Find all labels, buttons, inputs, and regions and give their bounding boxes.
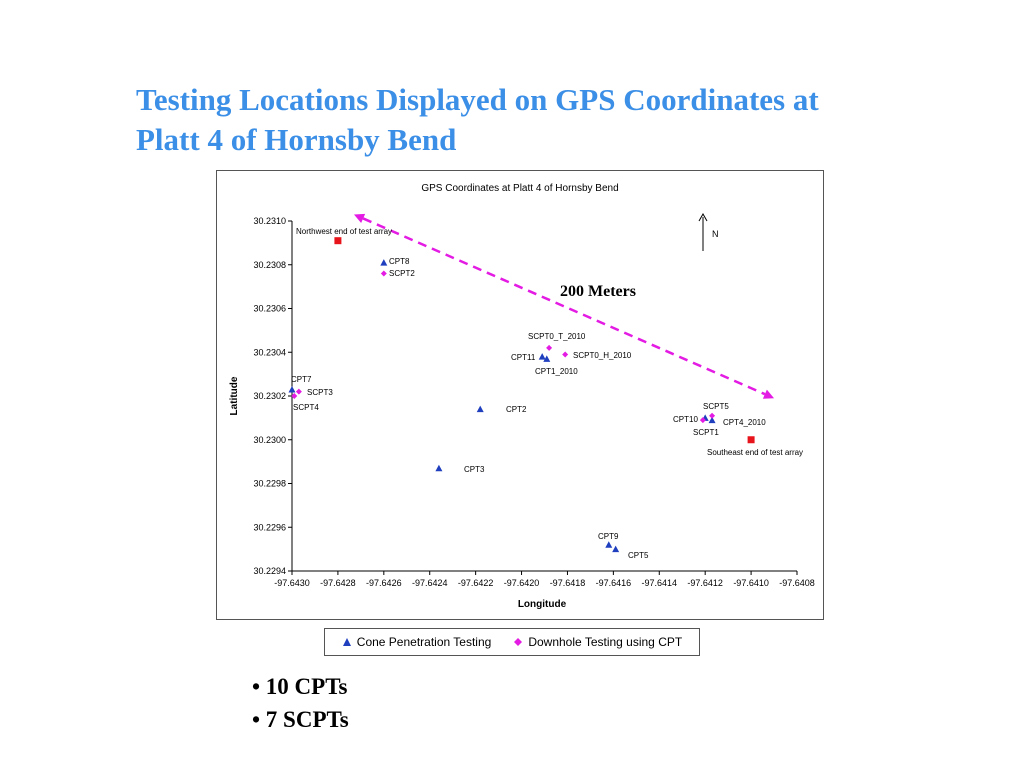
y-tick-label: 30.2294 [253, 566, 286, 576]
cpt11-marker [538, 353, 546, 360]
cpt7-marker [288, 385, 296, 393]
scpt0-t-2010-marker [546, 344, 553, 351]
north-arrow: N [698, 212, 719, 251]
label-cpt9: CPT9 [598, 532, 619, 541]
x-tick-label: -97.6426 [366, 578, 402, 588]
label-scpt1: SCPT1 [693, 428, 719, 437]
y-tick-label: 30.2298 [253, 479, 286, 489]
cpt3-marker [435, 464, 443, 472]
label-scpt0-h-2010: SCPT0_H_2010 [573, 351, 632, 360]
label-cpt1-2010: CPT1_2010 [535, 367, 578, 376]
y-axis-label: Latitude [229, 376, 240, 415]
y-tick-label: 30.2308 [253, 260, 286, 270]
legend-entry-downhole: Downhole Testing using CPT [513, 635, 682, 649]
x-tick-label: -97.6422 [458, 578, 494, 588]
y-tick-label: 30.2296 [253, 522, 286, 532]
x-tick-label: -97.6410 [733, 578, 769, 588]
north-label: N [712, 229, 719, 239]
x-tick-label: -97.6418 [550, 578, 586, 588]
x-axis-label: Longitude [518, 599, 567, 610]
scpt3-marker [295, 388, 302, 395]
triangle-marker-icon [342, 638, 351, 646]
x-tick-label: -97.6424 [412, 578, 448, 588]
summary-bullets: • 10 CPTs • 7 SCPTs [252, 670, 349, 736]
slide-title-line-1: Testing Locations Displayed on GPS Coord… [136, 82, 819, 117]
chart-legend: Cone Penetration Testing Downhole Testin… [324, 628, 700, 656]
bullet-cpt-count: • 10 CPTs [252, 674, 348, 699]
distance-arrow-line [362, 217, 766, 396]
label-northwest-end: Northwest end of test array [296, 227, 392, 236]
array-end-marker [747, 436, 755, 444]
label-scpt4: SCPT4 [293, 403, 319, 412]
y-tick-label: 30.2304 [253, 347, 286, 357]
bullet-scpt-count: • 7 SCPTs [252, 707, 349, 732]
distance-label: 200 Meters [560, 283, 636, 300]
y-tick-label: 30.2306 [253, 304, 286, 314]
x-tick-label: -97.6420 [504, 578, 540, 588]
label-cpt10: CPT10 [673, 415, 698, 424]
scpt1-marker [699, 417, 706, 424]
label-cpt7: CPT7 [291, 375, 312, 384]
scatter-chart: GPS Coordinates at Platt 4 of Hornsby Be… [229, 183, 815, 610]
scpt2-marker [380, 270, 387, 277]
y-tick-label: 30.2302 [253, 391, 286, 401]
x-tick-label: -97.6428 [320, 578, 356, 588]
cpt1-2010-marker [543, 355, 551, 362]
label-scpt5: SCPT5 [703, 402, 729, 411]
cpt8-marker [380, 259, 388, 266]
label-cpt5: CPT5 [628, 551, 649, 560]
x-tick-label: -97.6416 [596, 578, 632, 588]
y-tick-label: 30.2310 [253, 216, 286, 226]
cpt5-marker [612, 545, 620, 553]
cpt9-marker [605, 541, 613, 548]
legend-label-downhole: Downhole Testing using CPT [528, 635, 683, 649]
label-scpt2: SCPT2 [389, 269, 415, 278]
label-cpt2: CPT2 [506, 405, 527, 414]
legend-label-cpt: Cone Penetration Testing [356, 635, 492, 649]
x-tick-label: -97.6408 [779, 578, 815, 588]
label-southeast-end: Southeast end of test array [707, 448, 803, 457]
label-scpt0-t-2010: SCPT0_T_2010 [528, 332, 586, 341]
x-tick-label: -97.6430 [274, 578, 310, 588]
label-cpt8: CPT8 [389, 257, 410, 266]
slide-title-line-2: Platt 4 of Hornsby Bend [136, 122, 457, 157]
scpt0-h-2010-marker [562, 351, 569, 358]
label-cpt4-2010: CPT4_2010 [723, 418, 766, 427]
north-arrow-head [698, 212, 708, 222]
cpt2-marker [476, 405, 484, 413]
label-cpt11: CPT11 [511, 353, 536, 362]
chart-frame: GPS Coordinates at Platt 4 of Hornsby Be… [216, 170, 824, 620]
array-end-marker [334, 237, 342, 245]
distance-arrow-head-start [353, 213, 366, 224]
legend-entry-cpt: Cone Penetration Testing [342, 635, 492, 649]
cpt4-2010-marker [708, 416, 716, 424]
label-scpt3: SCPT3 [307, 388, 333, 397]
label-cpt3: CPT3 [464, 465, 485, 474]
x-tick-label: -97.6414 [642, 578, 678, 588]
distance-arrow-head-end [762, 389, 775, 399]
x-tick-label: -97.6412 [687, 578, 723, 588]
diamond-marker-icon [514, 638, 523, 646]
slide-title: Testing Locations Displayed on GPS Coord… [136, 80, 936, 160]
y-tick-label: 30.2300 [253, 435, 286, 445]
chart-title: GPS Coordinates at Platt 4 of Hornsby Be… [421, 183, 618, 194]
scpt4-marker [291, 393, 298, 399]
scpt5-marker [709, 412, 716, 419]
